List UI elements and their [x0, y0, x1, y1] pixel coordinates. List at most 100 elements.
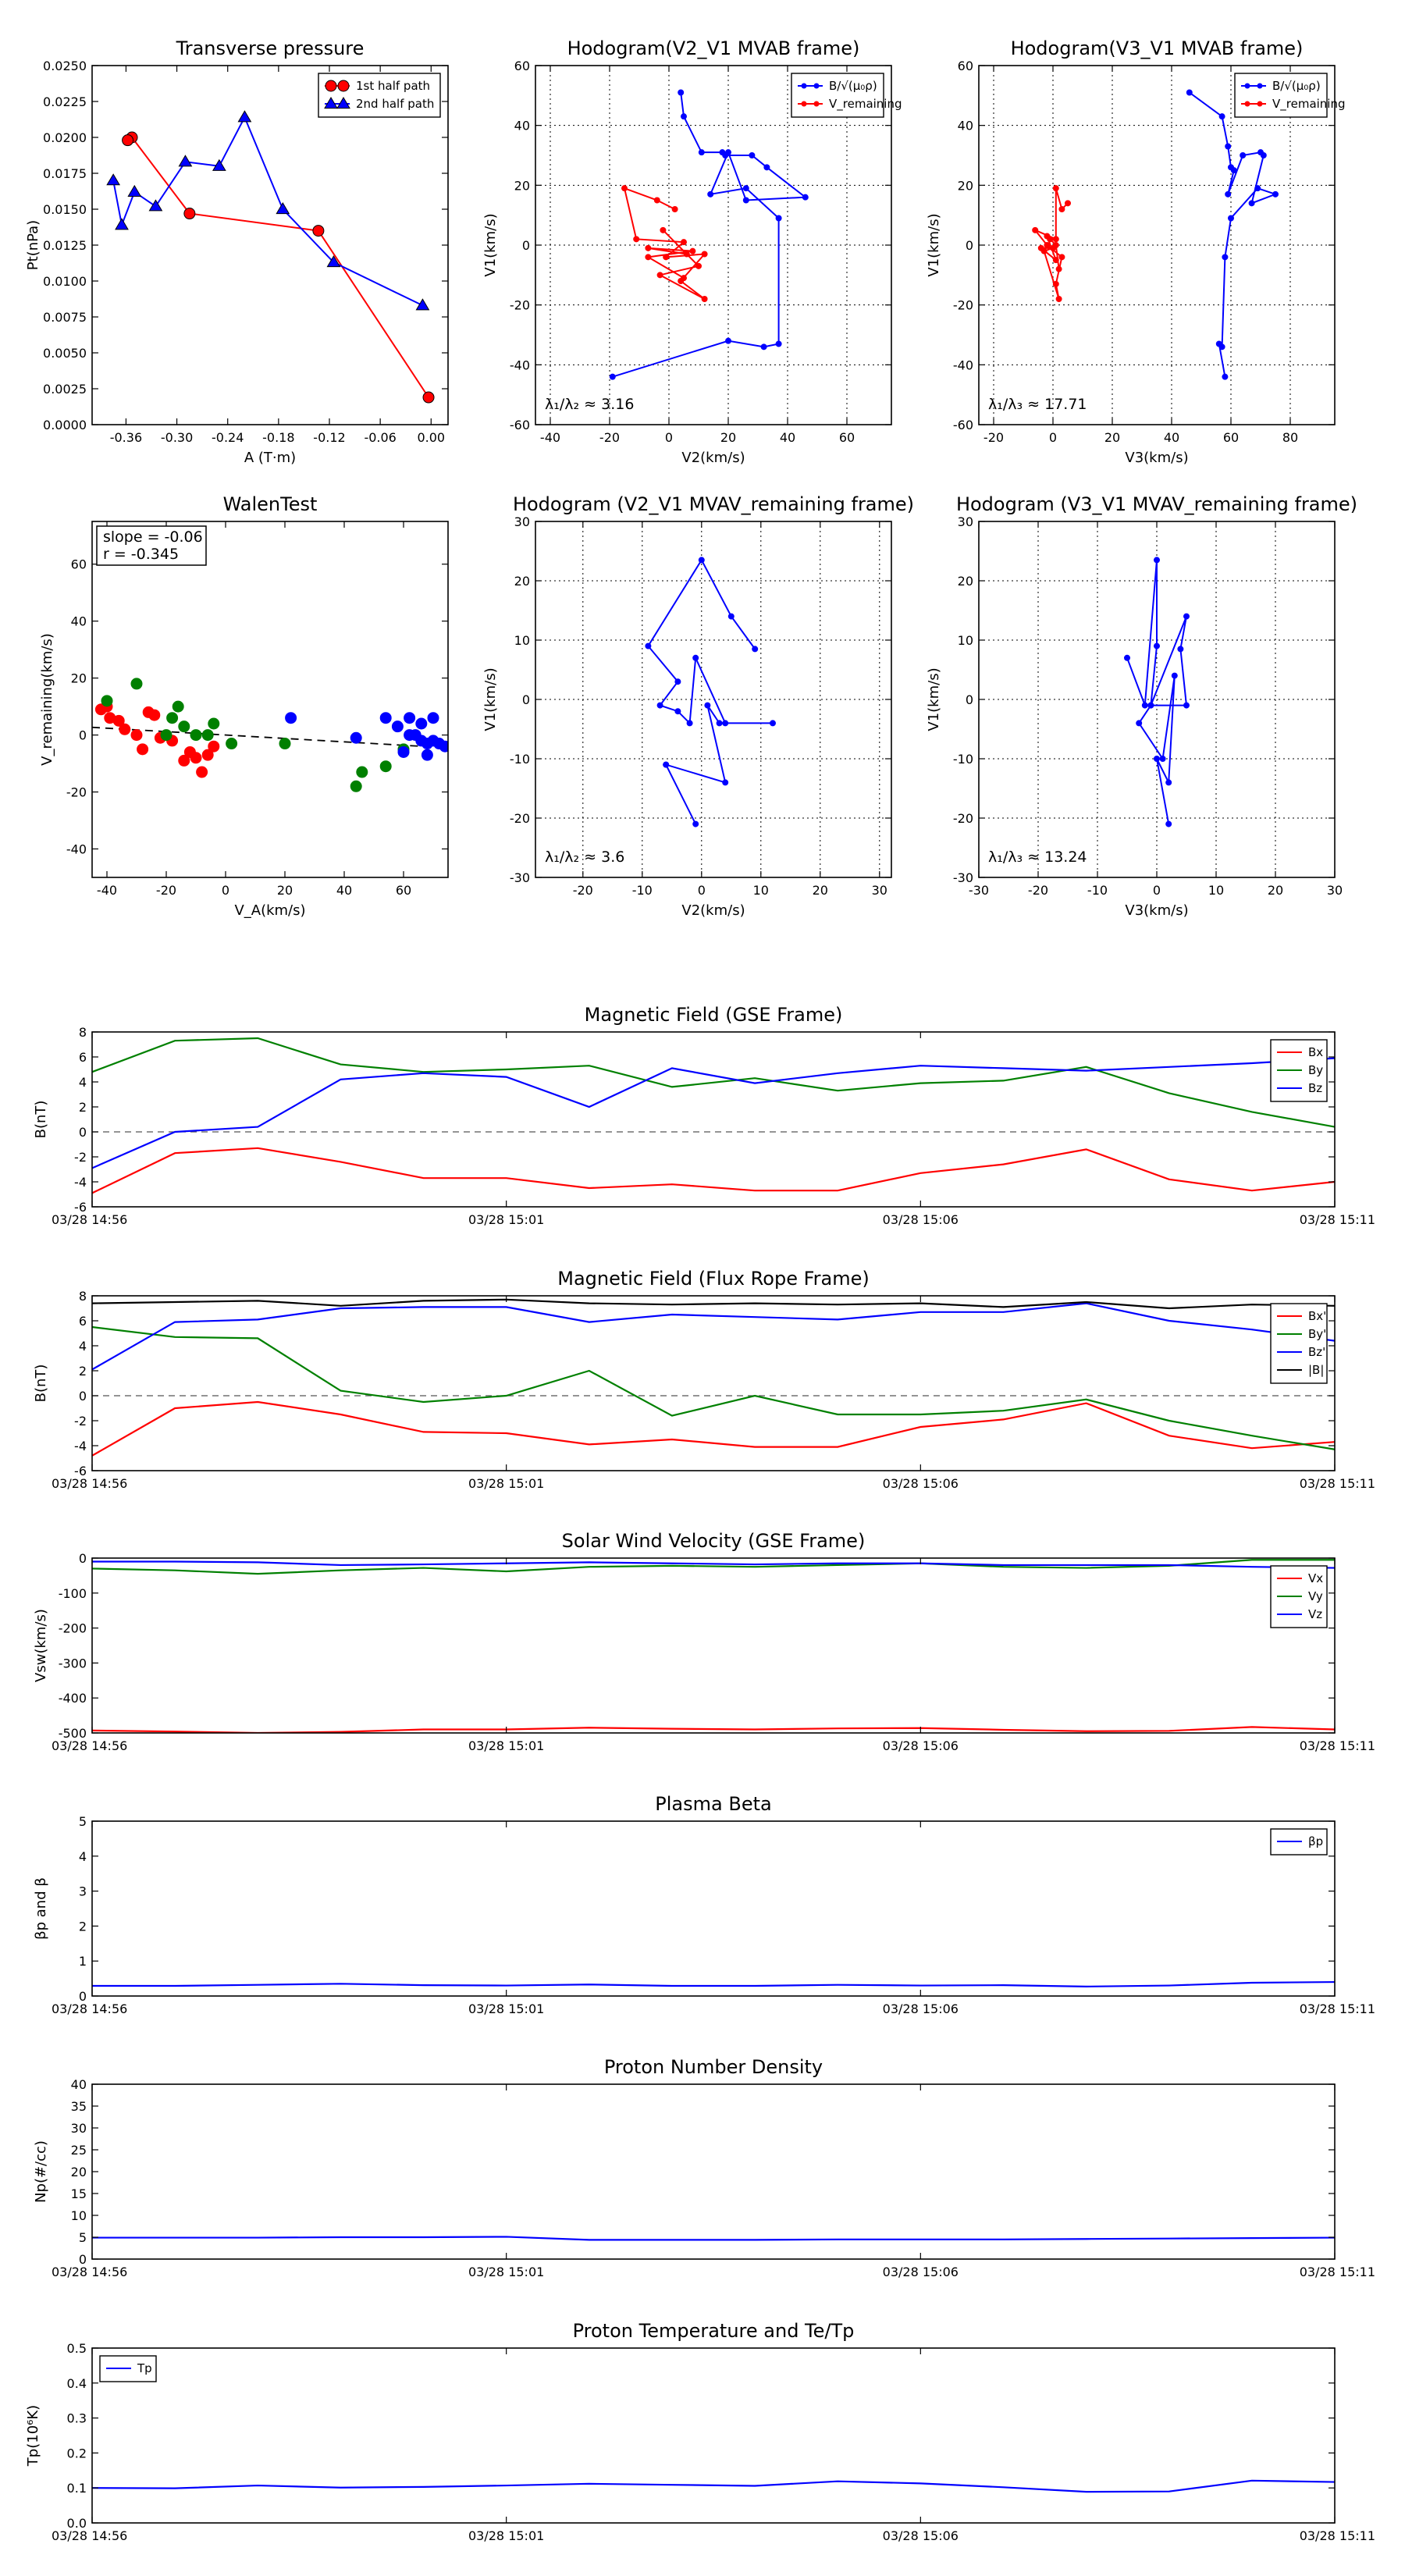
y-tick-label: 0	[79, 2252, 87, 2267]
x-tick-label: 03/28 15:06	[883, 1476, 959, 1491]
chart-plasma_beta: Plasma Beta 03/28 14:56 03/28 15:01 03/28 1…	[33, 1793, 1375, 2016]
series-line-|B|	[92, 1298, 1335, 1310]
series-line-Vx	[92, 1726, 1335, 1733]
y-tick-label: 2	[79, 1919, 87, 1934]
x-tick-label: 03/28 14:56	[52, 2528, 127, 2543]
data-point	[725, 149, 731, 156]
y-axis-label: Pt(nPa)	[25, 220, 41, 270]
legend-label: Bx'	[1308, 1309, 1326, 1323]
data-point	[1165, 779, 1172, 786]
y-tick-label: 4	[79, 1075, 87, 1090]
y-tick-label: -500	[59, 1726, 87, 1741]
y-axis-label: V_remaining(km/s)	[39, 633, 55, 766]
chart-title: Proton Number Density	[604, 2056, 823, 2078]
legend: Vx Vy Vz	[1270, 1565, 1328, 1628]
data-point	[178, 155, 193, 167]
data-point	[1052, 242, 1059, 248]
legend-marker	[337, 80, 350, 92]
data-point	[725, 337, 731, 344]
legend: βp	[1270, 1828, 1328, 1856]
data-point	[1032, 226, 1039, 233]
x-tick-label: 60	[396, 883, 411, 898]
chart-title: Hodogram (V2_V1 MVAV_remaining frame)	[513, 493, 914, 515]
data-point	[178, 720, 190, 733]
y-tick-label: 0	[522, 238, 530, 253]
y-tick-label: 0	[79, 1551, 87, 1566]
y-tick-label: 0	[79, 1389, 87, 1404]
data-point	[1055, 265, 1062, 272]
data-point	[119, 723, 131, 735]
data-point	[101, 695, 113, 707]
data-point	[653, 197, 660, 204]
x-tick-label: -10	[632, 883, 653, 898]
y-axis-label: Np(#/cc)	[33, 2140, 49, 2203]
x-tick-label: -0.12	[313, 430, 345, 445]
data-point	[775, 340, 782, 347]
data-point	[1222, 373, 1229, 380]
data-point	[1052, 185, 1059, 192]
chart-title: Magnetic Field (GSE Frame)	[585, 1004, 843, 1026]
data-point	[326, 255, 341, 268]
data-point	[130, 678, 143, 690]
x-tick-label: 03/28 15:06	[883, 2001, 959, 2016]
data-point	[681, 239, 687, 246]
series-line-Vz	[92, 1560, 1335, 1569]
y-tick-label: 2	[79, 1100, 87, 1115]
x-tick-label: 03/28 14:56	[52, 1738, 127, 1753]
data-point	[1218, 113, 1225, 120]
plot-area	[92, 1298, 1335, 1457]
legend: Tp	[99, 2355, 157, 2382]
data-point	[226, 738, 238, 750]
plot-area	[979, 66, 1335, 425]
data-point	[752, 646, 759, 653]
data-point	[148, 199, 163, 212]
data-point	[660, 226, 667, 233]
data-point	[1052, 280, 1059, 287]
x-tick-label: 03/28 15:11	[1300, 2265, 1375, 2279]
x-tick-label: 03/28 15:01	[468, 1476, 544, 1491]
data-point	[645, 642, 652, 649]
y-tick-label: 40	[71, 614, 87, 629]
y-tick-label: -20	[953, 298, 973, 313]
data-point	[106, 173, 121, 186]
series-line-Vy	[92, 1559, 1335, 1575]
series-line-1st half path	[127, 136, 429, 398]
axes-frame	[91, 2083, 1336, 2260]
data-point	[1260, 152, 1267, 158]
data-point	[609, 373, 616, 380]
data-point	[1147, 702, 1154, 709]
legend-label: Vz	[1308, 1607, 1322, 1621]
y-tick-label: 0.0175	[43, 166, 87, 181]
data-point	[166, 712, 179, 724]
series-line-Tp	[92, 2479, 1335, 2493]
data-point	[415, 717, 428, 730]
data-point	[749, 152, 756, 158]
data-point	[279, 738, 291, 750]
legend-marker	[324, 97, 338, 109]
data-point	[350, 780, 362, 792]
x-tick-label: -0.36	[110, 430, 142, 445]
y-tick-label: -6	[74, 1200, 87, 1215]
plot-area	[92, 1980, 1335, 1988]
data-point	[148, 709, 161, 721]
x-axis-label: V3(km/s)	[1125, 902, 1188, 919]
data-point	[770, 720, 776, 727]
x-tick-label: 03/28 14:56	[52, 2001, 127, 2016]
series-line-B/√(μ₀ρ)	[612, 92, 808, 378]
x-tick-label: 03/28 15:11	[1300, 1212, 1375, 1227]
x-tick-label: 03/28 15:01	[468, 2265, 544, 2279]
legend-label: Bz	[1308, 1081, 1322, 1095]
data-point	[698, 557, 705, 564]
plot-area	[979, 521, 1335, 877]
data-point	[775, 215, 782, 222]
chart-magnetic_field_gse: Magnetic Field (GSE Frame) 03/28 14:56 03/…	[33, 1004, 1375, 1227]
data-point	[678, 89, 685, 96]
data-point	[391, 720, 404, 733]
x-tick-label: 03/28 15:11	[1300, 2001, 1375, 2016]
legend-marker	[813, 101, 820, 107]
y-tick-label: 0.1	[67, 2481, 87, 2496]
data-point	[1272, 190, 1279, 197]
y-tick-label: 0.2	[67, 2446, 87, 2460]
